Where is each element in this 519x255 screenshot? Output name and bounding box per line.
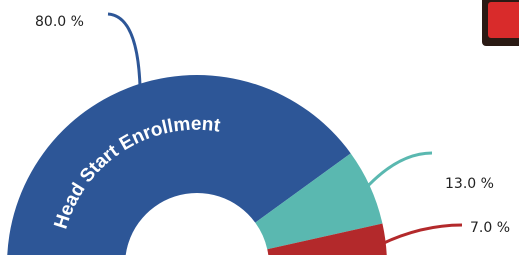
page: {"chart_data": {"type": "pie", "half": t… xyxy=(0,0,519,255)
slices: 80.0 %13.0 %7.0 %Head Start Enrollment xyxy=(7,14,510,255)
leader-line xyxy=(108,14,140,90)
leader-line xyxy=(380,225,462,245)
data-label: 13.0 % xyxy=(445,176,494,192)
chart: 80.0 %13.0 %7.0 %Head Start Enrollment xyxy=(0,0,519,255)
corner-icon xyxy=(482,0,519,46)
leader-line xyxy=(365,153,432,189)
data-label: 80.0 % xyxy=(35,14,84,30)
data-label: 7.0 % xyxy=(470,220,510,236)
icon-body xyxy=(488,2,519,38)
